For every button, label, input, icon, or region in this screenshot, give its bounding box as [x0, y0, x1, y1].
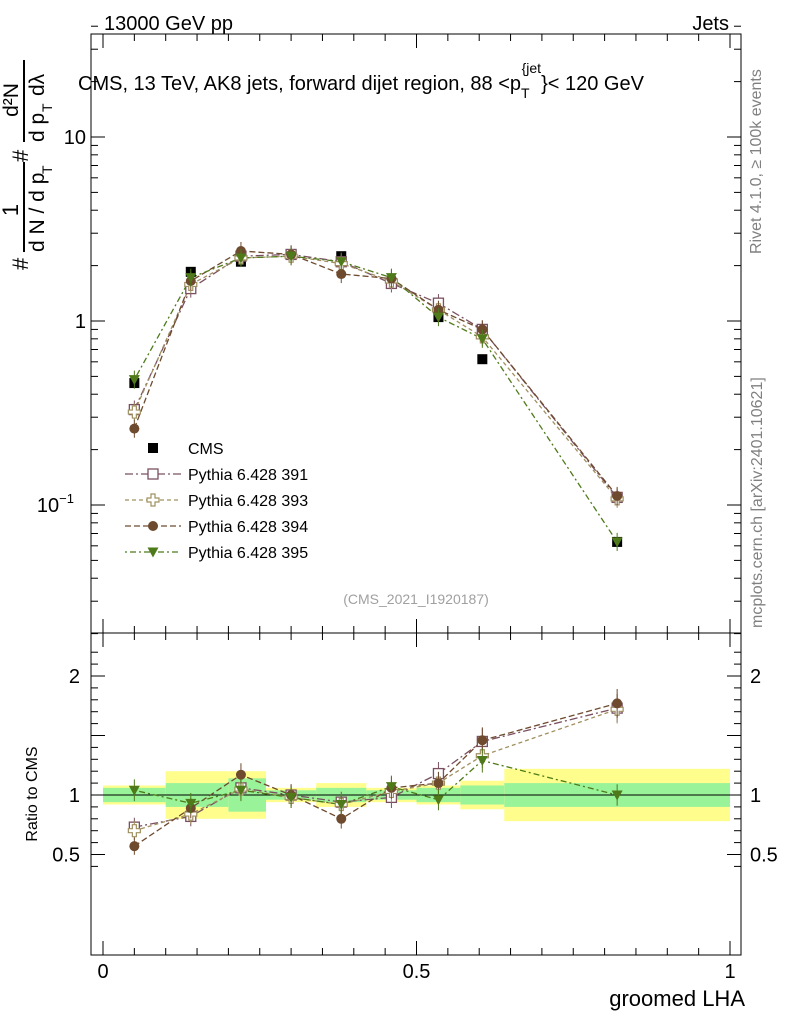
header-left: 13000 GeV pp [104, 13, 233, 35]
main-point-p395-3 [285, 251, 297, 262]
legend-marker-1 [147, 468, 159, 480]
main-point-p395-5 [385, 273, 397, 284]
ratio-point-p393-0 [127, 824, 141, 838]
rivet-label: Rivet 4.1.0, ≥ 100k events [748, 69, 765, 254]
ratio-y-tick-label-right-0: 0.5 [750, 845, 778, 867]
ratio-point-p394-6 [433, 778, 444, 789]
ratio-point-p395-8 [611, 790, 623, 801]
main-y-tick-label-2: 10 [64, 127, 86, 149]
ylabel-dlambda: dλ [26, 73, 49, 96]
ratio-point-p394-8 [612, 698, 623, 709]
ratio-point-p395-6 [432, 795, 444, 806]
main-point-p395-2 [235, 253, 247, 264]
legend-label-1: Pythia 6.428 391 [188, 467, 308, 484]
ylabel-sub-t1: T [39, 165, 55, 174]
main-series-markers [127, 241, 624, 551]
x-tick-label-0: 0 [97, 961, 108, 983]
legend-label-4: Pythia 6.428 395 [188, 545, 308, 562]
x-tick-label-1: 0.5 [403, 961, 431, 983]
ylabel-one: 1 [0, 204, 23, 216]
ylabel-hash: # [8, 257, 33, 270]
main-point-p395-6 [432, 312, 444, 323]
mcplots-label: mcplots.cern.ch [arXiv:2401.10621] [749, 377, 766, 628]
header-right: Jets [692, 13, 729, 35]
main-line-p391 [133, 253, 618, 498]
ratio-series-markers [127, 688, 624, 855]
main-point-p394-0 [129, 423, 140, 434]
axes: 0 0.5 1 10−1 1 10 0.5 0.5 1 1 2 2 [37, 25, 778, 983]
ratio-y-tick-label-right-2: 2 [750, 666, 761, 688]
plot-title: CMS, 13 TeV, AK8 jets, forward dijet reg… [78, 60, 645, 101]
ratio-y-tick-label-2: 2 [69, 666, 80, 688]
legend: CMS Pythia 6.428 391 Pythia 6.428 393 Pythi… [125, 441, 308, 562]
legend-label-3: Pythia 6.428 394 [188, 519, 308, 536]
main-point-p393-0 [127, 405, 141, 419]
ratio-y-tick-label-right-1: 1 [750, 785, 761, 807]
legend-label-0: CMS [188, 441, 224, 458]
main-point-p395-8 [611, 537, 623, 548]
ratio-point-p395-2 [235, 785, 247, 796]
main-point-p394-8 [612, 490, 623, 501]
legend-marker-2 [146, 493, 160, 507]
ratio-line-p391 [134, 707, 618, 828]
main-point-p395-1 [185, 273, 197, 284]
main-point-p394-4 [336, 269, 347, 280]
ylabel-dpt: d p [26, 113, 49, 142]
analysis-watermark: (CMS_2021_I1920187) [343, 591, 489, 607]
ylabel-sub-t2: T [39, 103, 55, 112]
ratio-point-p395-0 [128, 785, 140, 796]
main-y-tick-label-0: 10−1 [37, 491, 74, 517]
legend-label-2: Pythia 6.428 393 [188, 493, 308, 510]
main-point-p395-7 [476, 334, 488, 345]
ratio-point-p394-2 [235, 769, 246, 780]
ratio-ylabel: Ratio to CMS [24, 746, 41, 841]
title-sub: T [521, 85, 530, 101]
legend-marker-3 [148, 521, 158, 531]
main-point-p395-4 [335, 257, 347, 268]
main-point-p395-0 [128, 375, 140, 386]
title-post: }< 120 GeV [541, 73, 645, 95]
ratio-point-p395-5 [385, 782, 397, 793]
ratio-point-p395-7 [476, 755, 488, 766]
ratio-point-p394-0 [129, 841, 140, 852]
x-tick-label-2: 1 [724, 961, 735, 983]
ratio-point-p395-3 [285, 792, 297, 803]
ratio-point-p395-4 [335, 800, 347, 811]
legend-marker-4 [147, 547, 159, 558]
cms-point-7 [477, 354, 488, 365]
ylabel-d2n: d²N [0, 83, 23, 117]
ratio-y-tick-label-1: 1 [69, 785, 80, 807]
ratio-line-p393 [134, 708, 618, 832]
main-y-tick-exponent: −1 [59, 491, 74, 506]
main-line-p393 [133, 255, 618, 500]
title-sup: {jet [522, 60, 542, 76]
ratio-point-p394-4 [336, 813, 347, 824]
ratio-point-p395-1 [185, 798, 197, 809]
main-line-p394 [133, 250, 618, 497]
main-point-p394-7 [477, 324, 488, 335]
x-axis-label: groomed LHA [609, 986, 745, 1011]
ylabel-dn-dpt: d N / d p [26, 173, 49, 252]
main-y-tick-label-1: 1 [75, 311, 86, 333]
title-pre: CMS, 13 TeV, AK8 jets, forward dijet reg… [78, 73, 521, 95]
ratio-y-tick-label-0: 0.5 [52, 845, 80, 867]
ylabel-hash2: # [8, 149, 33, 162]
ratio-point-p394-7 [477, 735, 488, 746]
main-frame [90, 33, 742, 634]
legend-marker-0 [148, 443, 158, 453]
main-ylabel: # 1 d N / d p T # d²N d p T dλ [0, 60, 55, 270]
